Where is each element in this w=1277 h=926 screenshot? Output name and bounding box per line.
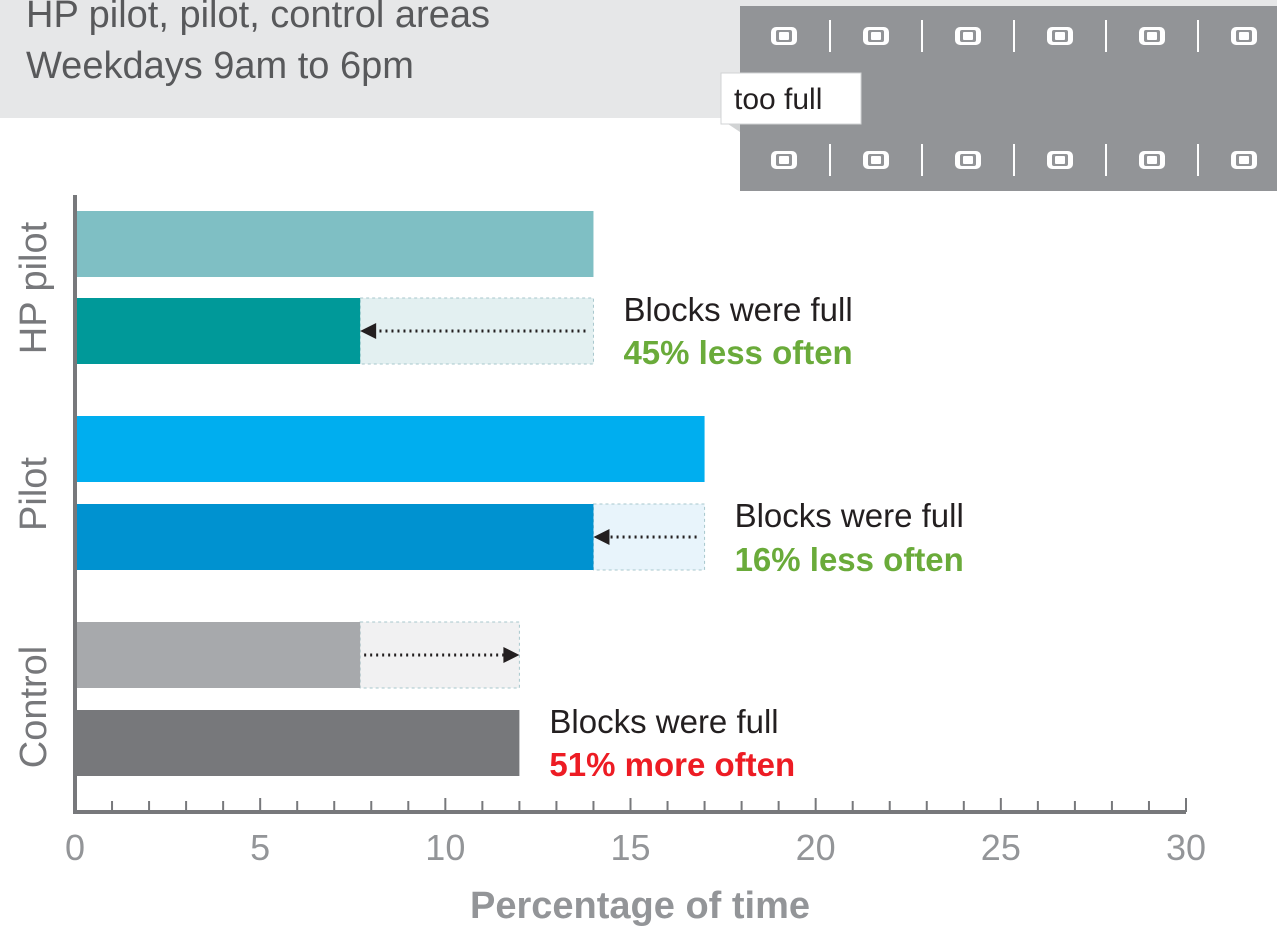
- annotation-line-2: 16% less often: [735, 541, 964, 578]
- change-arrowhead: [503, 647, 520, 663]
- car-icon: [863, 27, 889, 45]
- annotation-line-1: Blocks were full: [549, 703, 778, 740]
- car-icon: [1139, 151, 1165, 169]
- x-axis-title: Percentage of time: [470, 885, 810, 926]
- x-tick-label: 10: [425, 827, 465, 868]
- group-label-control: Control: [13, 646, 55, 769]
- car-icon: [955, 27, 981, 45]
- annotation-line-1: Blocks were full: [735, 497, 964, 534]
- bar-group: Blocks were full 51% more often: [77, 621, 795, 783]
- change-arrowhead: [593, 529, 610, 545]
- car-icon: [1231, 27, 1257, 45]
- annotation-line-2: 45% less often: [623, 334, 852, 371]
- x-tick-label: 0: [65, 827, 85, 868]
- bar: [77, 504, 594, 570]
- car-icon: [863, 151, 889, 169]
- car-icon: [1231, 151, 1257, 169]
- car-icon: [771, 151, 797, 169]
- subtitle-line-2: Weekdays 9am to 6pm: [26, 45, 414, 87]
- bar-group: Blocks were full 45% less often: [77, 211, 853, 371]
- change-box: [592, 503, 706, 571]
- bar: [77, 298, 361, 364]
- annotation-line-1: Blocks were full: [623, 291, 852, 328]
- x-tick-label: 15: [610, 827, 650, 868]
- bar: [77, 211, 594, 277]
- group-labels: HP pilot Pilot Control: [13, 221, 55, 768]
- axes: 0 5 10 15 20 25 30 Percentage of time: [65, 195, 1206, 926]
- change-arrowhead: [360, 323, 377, 339]
- bar: [77, 710, 520, 776]
- car-icon: [771, 27, 797, 45]
- car-icon: [1139, 27, 1165, 45]
- car-icon: [1047, 151, 1073, 169]
- x-tick-label: 5: [250, 827, 270, 868]
- car-rows: [771, 20, 1257, 176]
- x-tick-label: 25: [981, 827, 1021, 868]
- car-icon: [955, 151, 981, 169]
- callout-label: too full: [734, 83, 822, 116]
- callout-box: [720, 72, 862, 125]
- subtitle-line-1: HP pilot, pilot, control areas: [26, 0, 490, 36]
- bar: [77, 622, 361, 688]
- parking-street-illustration: too full: [720, 6, 1277, 191]
- too-full-callout: too full: [720, 72, 862, 132]
- x-tick-label: 30: [1166, 827, 1206, 868]
- x-tick-label: 20: [796, 827, 836, 868]
- annotation-line-2: 51% more often: [549, 746, 795, 783]
- bar: [77, 416, 705, 482]
- group-label-hp-pilot: HP pilot: [13, 221, 55, 354]
- x-tick-labels: 0 5 10 15 20 25 30: [65, 827, 1206, 868]
- bar-group: Blocks were full 16% less often: [77, 416, 964, 578]
- group-label-pilot: Pilot: [13, 457, 55, 531]
- car-icon: [1047, 27, 1073, 45]
- x-ticks: [74, 798, 1187, 812]
